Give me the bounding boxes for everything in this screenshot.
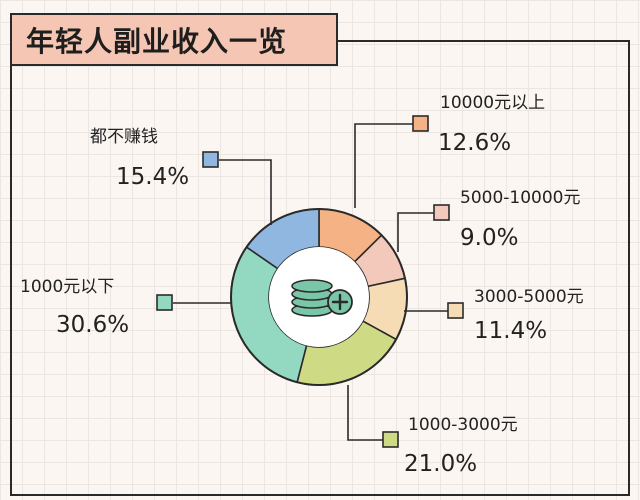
category-label-1: 5000-10000元 <box>460 188 580 208</box>
frame-right-line <box>628 40 630 496</box>
legend-swatch-5 <box>202 151 219 168</box>
donut-slices <box>230 208 408 386</box>
category-label-0: 10000元以上 <box>440 93 545 113</box>
category-label-5: 都不赚钱 <box>90 127 158 147</box>
value-label-3: 21.0% <box>404 451 477 477</box>
frame-left-line <box>10 66 12 496</box>
category-label-2: 3000-5000元 <box>474 287 584 307</box>
frame-bottom-line <box>10 494 630 496</box>
callout-line-5 <box>219 159 272 225</box>
legend-swatch-0 <box>412 115 429 132</box>
callout-line-3 <box>347 385 383 441</box>
legend-swatch-4 <box>156 294 173 311</box>
legend-swatch-3 <box>382 431 399 448</box>
title-banner: 年轻人副业收入一览 <box>10 13 338 66</box>
legend-swatch-2 <box>447 302 464 319</box>
value-label-0: 12.6% <box>438 130 511 156</box>
frame-top-line <box>338 40 630 42</box>
callout-line-0 <box>354 123 413 208</box>
legend-swatch-1 <box>433 204 450 221</box>
coin-stack-plus-icon <box>291 279 353 317</box>
callouts: 10000元以上 12.6% 5000-10000元 9.0% 3000-5000元 11… <box>20 93 584 477</box>
donut-center <box>269 247 369 347</box>
category-label-3: 1000-3000元 <box>408 415 518 435</box>
value-label-5: 15.4% <box>116 164 189 190</box>
callout-line-1 <box>397 212 434 252</box>
donut-outer-ring <box>230 208 408 386</box>
value-label-4: 30.6% <box>56 312 129 338</box>
value-label-2: 11.4% <box>474 318 547 344</box>
category-label-4: 1000元以下 <box>20 277 114 297</box>
page-title: 年轻人副业收入一览 <box>26 24 288 58</box>
value-label-1: 9.0% <box>460 225 518 251</box>
